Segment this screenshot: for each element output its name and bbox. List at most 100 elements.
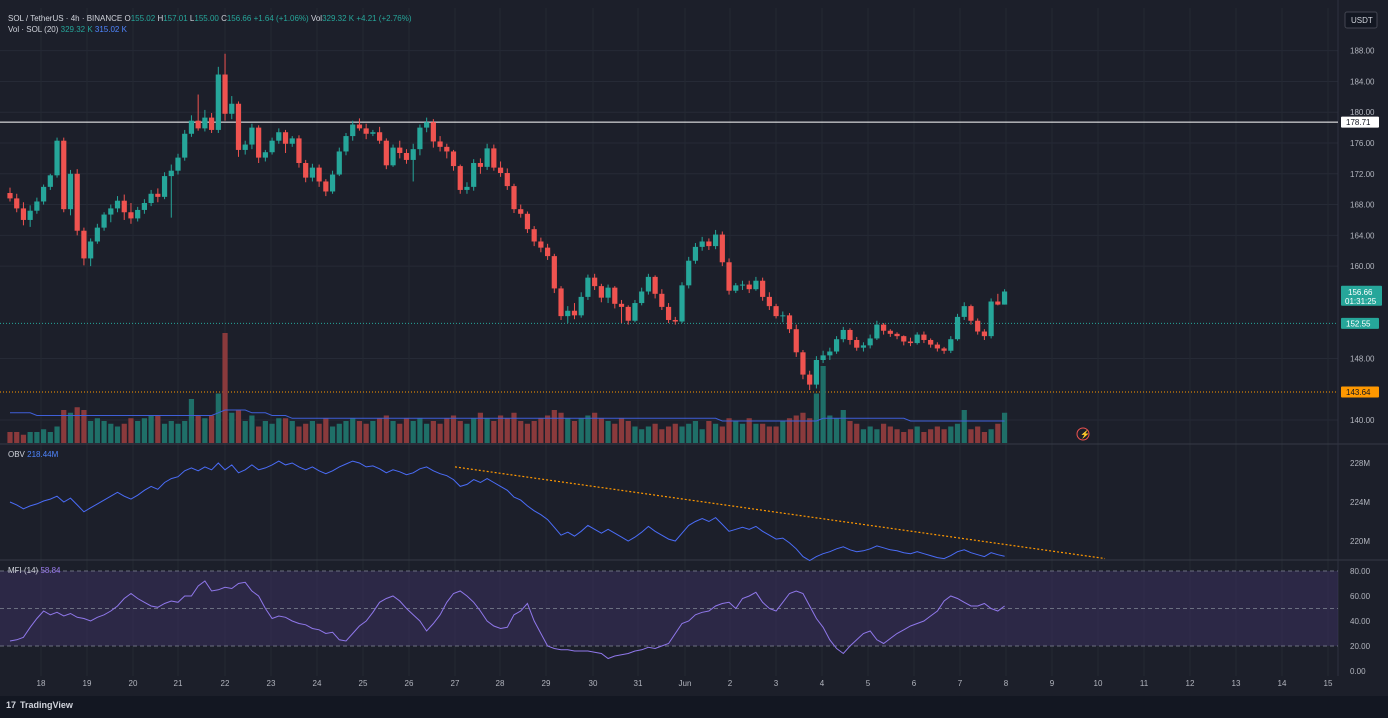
volume-bar xyxy=(202,418,208,443)
candle xyxy=(901,335,907,346)
volume-bar xyxy=(833,418,840,443)
candle xyxy=(377,126,383,144)
lower-support-price-badge: 143.64 xyxy=(1346,388,1371,397)
volume-bar xyxy=(780,421,786,443)
obv-axis-label: 224M xyxy=(1350,498,1370,507)
volume-bar xyxy=(484,418,490,443)
candle-body xyxy=(329,174,336,192)
volume-sma-line xyxy=(10,409,1005,422)
candle xyxy=(41,184,47,205)
candle-body xyxy=(733,285,739,291)
currency-button[interactable]: USDT xyxy=(1351,16,1373,25)
volume-bar xyxy=(639,429,645,443)
candle xyxy=(229,96,235,120)
candle-body xyxy=(672,319,678,322)
time-axis-label: 30 xyxy=(589,679,598,688)
candle-body xyxy=(571,310,578,316)
ohlc-label-C: C xyxy=(221,14,227,23)
candle xyxy=(81,227,87,266)
candle xyxy=(914,332,920,345)
candle-body xyxy=(141,203,147,210)
candle xyxy=(464,182,470,194)
volume-bar xyxy=(820,366,826,443)
candle xyxy=(854,336,860,351)
candle-body xyxy=(370,132,376,134)
candle-body xyxy=(887,330,893,334)
time-axis-label: Jun xyxy=(679,679,692,688)
volume-bar xyxy=(504,418,510,443)
candle-body xyxy=(632,303,638,321)
price-axis-label: 176.00 xyxy=(1350,139,1375,148)
candle xyxy=(67,169,74,216)
candle xyxy=(659,289,665,310)
candle xyxy=(793,324,799,357)
candle-body xyxy=(813,359,819,385)
candle-body xyxy=(209,117,215,130)
candle-countdown: 01:31:25 xyxy=(1345,297,1377,306)
candle-body xyxy=(424,122,430,128)
volume-bar xyxy=(531,421,537,443)
candle xyxy=(135,206,141,222)
time-axis-label: 2 xyxy=(728,679,733,688)
obv-title[interactable]: OBV xyxy=(8,450,25,459)
symbol-title[interactable]: SOL / TetherUS · 4h · BINANCE xyxy=(8,14,123,23)
candle xyxy=(282,129,289,154)
volume-bar xyxy=(766,426,772,443)
candle-body xyxy=(296,138,302,164)
candle-body xyxy=(450,151,457,167)
volume-bar xyxy=(948,426,954,443)
volume-bar xyxy=(67,412,74,443)
candle-body xyxy=(363,128,369,134)
candle-body xyxy=(860,345,867,348)
volume-bar xyxy=(807,418,813,443)
candle-body xyxy=(202,117,208,129)
candle-body xyxy=(108,208,114,215)
time-axis-label: 13 xyxy=(1232,679,1241,688)
candle xyxy=(235,101,242,157)
volume-bar xyxy=(645,426,651,443)
tradingview-logo[interactable]: 17 TradingView xyxy=(6,700,73,710)
volume-bar xyxy=(907,429,914,443)
volume-bar xyxy=(303,423,309,443)
volume-bar xyxy=(128,418,134,443)
time-axis-label: 20 xyxy=(129,679,138,688)
mfi-axis-label: 60.00 xyxy=(1350,592,1371,601)
candle xyxy=(424,117,430,133)
candle-body xyxy=(605,287,611,298)
volume-bar xyxy=(699,429,705,443)
time-axis-label: 4 xyxy=(820,679,825,688)
volume-bar xyxy=(659,429,665,443)
volume-indicator-title[interactable]: Vol · SOL (20) xyxy=(8,25,59,34)
candle-body xyxy=(497,167,504,174)
volume-bar xyxy=(524,423,531,443)
volume-bar xyxy=(27,432,33,443)
resistance-price-badge: 178.71 xyxy=(1346,118,1371,127)
candle-body xyxy=(34,201,40,211)
candle-body xyxy=(881,324,887,331)
candle xyxy=(545,243,551,260)
mfi-title[interactable]: MFI (14) xyxy=(8,566,39,575)
candle xyxy=(598,283,604,303)
vol-value: 329.32 K xyxy=(322,14,355,23)
candle xyxy=(7,187,13,202)
candle-body xyxy=(356,124,363,129)
candle xyxy=(121,194,127,220)
time-axis-label: 12 xyxy=(1186,679,1195,688)
candle-body xyxy=(793,329,799,353)
volume-bar xyxy=(377,418,383,443)
candle-body xyxy=(27,210,33,220)
candle xyxy=(706,238,712,250)
candle-body xyxy=(148,193,154,204)
candle xyxy=(289,136,295,147)
candle xyxy=(329,170,336,194)
volume-bar xyxy=(61,410,67,443)
candle xyxy=(444,143,450,159)
time-axis-label: 19 xyxy=(83,679,92,688)
time-axis-label: 11 xyxy=(1140,679,1149,688)
currency-button-bg xyxy=(1344,11,1378,29)
time-axis-label: 27 xyxy=(451,679,460,688)
time-axis-label: 10 xyxy=(1094,679,1103,688)
volume-bar xyxy=(256,426,262,443)
volume-bar xyxy=(686,423,692,443)
